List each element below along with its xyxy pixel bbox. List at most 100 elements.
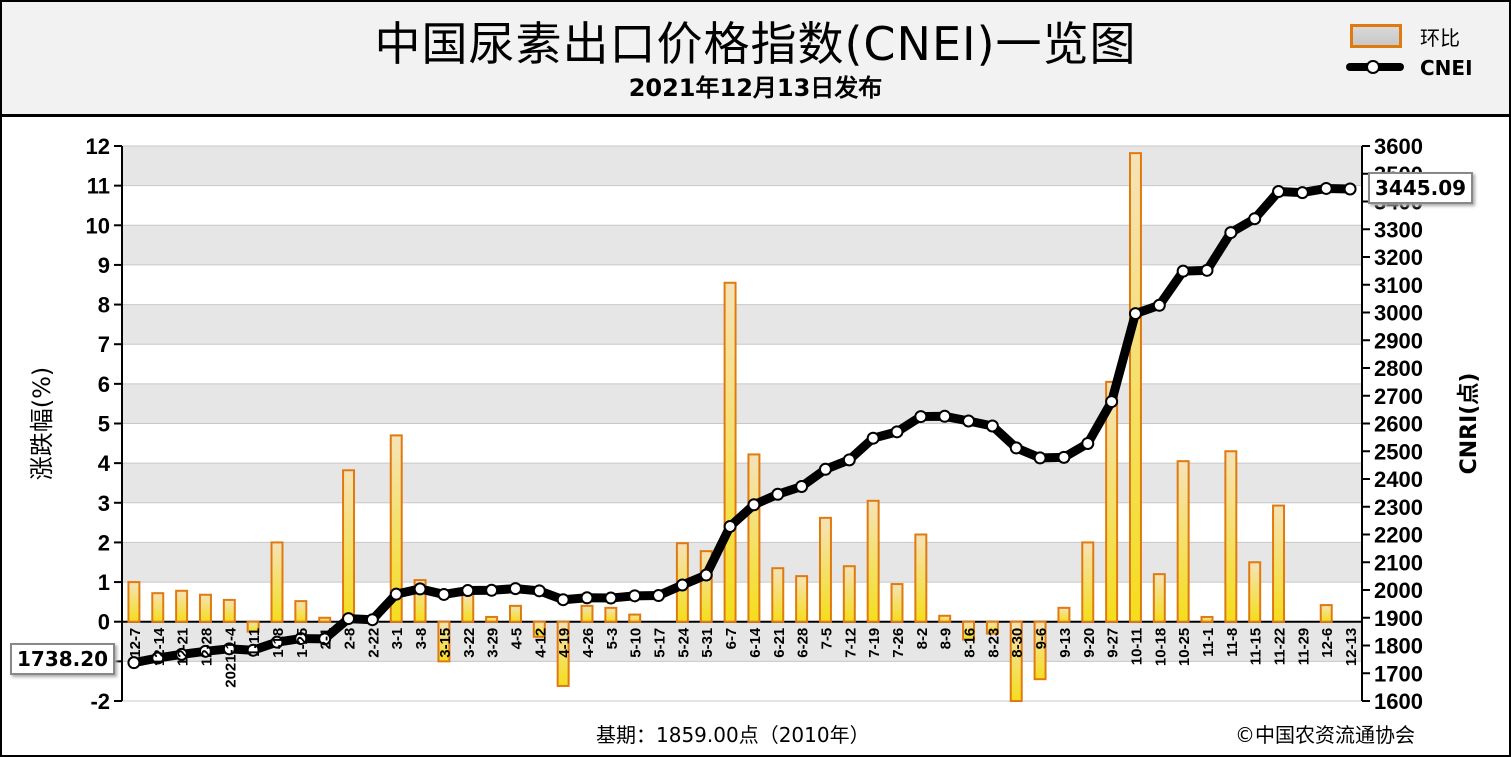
right-tick-label: 3000 [1374,301,1423,326]
x-tick-label: 7-12 [842,628,859,658]
grid-band [122,146,1362,186]
bar [938,614,952,623]
bar [532,620,546,638]
cnei-point [866,431,880,445]
cnei-point [1009,441,1023,455]
x-tick-label: 5-31 [699,628,716,658]
cnei-point [1176,264,1190,278]
bar [628,613,642,623]
left-tick-label: 8 [98,293,110,318]
bar [508,604,522,623]
cnei-point [1152,298,1166,312]
bar [222,598,236,623]
x-tick-label: 12-7 [127,628,144,658]
bar [318,616,332,623]
bar [723,281,737,623]
x-tick-label: 6-28 [795,628,812,658]
bar [556,620,570,687]
bar [342,469,356,623]
right-tick-label: 2300 [1374,495,1423,520]
chart-subtitle: 2021年12月13日发布 [628,74,883,102]
left-tick-label: 12 [86,134,110,159]
right-tick-label: 3100 [1374,273,1423,298]
cnei-point [532,584,546,598]
grid-band [122,463,1362,503]
x-tick-label: 7-26 [890,628,907,658]
left-tick-label: 1 [98,570,110,595]
x-tick-label: 7-19 [866,628,883,658]
right-tick-label: 3600 [1374,134,1423,159]
x-tick-label: 2-8 [342,628,359,650]
cnei-point [628,589,642,603]
cnei-point [222,642,236,656]
cnei-point [1295,186,1309,200]
bar [985,620,999,635]
x-tick-label: 5-24 [675,627,692,658]
bar [914,533,928,623]
right-tick-label: 3300 [1374,217,1423,242]
right-tick-label: 2100 [1374,550,1423,575]
cnei-point [699,568,713,582]
x-tick-label: 6-21 [771,628,788,658]
x-tick-label: 8-16 [962,628,979,658]
bar [1248,561,1262,623]
cnei-point [890,425,904,439]
cnei-point [1319,181,1333,195]
right-tick-label: 1700 [1374,661,1423,686]
x-tick-label: 12-28 [198,628,215,666]
bar [795,575,809,623]
cnei-point [914,410,928,424]
right-tick-label: 3200 [1374,245,1423,270]
bar [1200,615,1214,623]
bar [1009,620,1023,703]
cnei-point [389,587,403,601]
cnei-point [413,582,427,596]
right-tick-label: 1900 [1374,606,1423,631]
bar [1081,541,1095,623]
bar [747,453,761,623]
chart-header [2,2,1509,117]
bar [389,434,403,623]
bar [246,620,260,633]
right-tick-label: 2500 [1374,439,1423,464]
bar [1105,380,1119,623]
cnei-point [1200,263,1214,277]
x-tick-label: 10-18 [1152,628,1169,666]
cnei-point [175,647,189,661]
cnei-point [1128,307,1142,321]
right-tick-label: 2400 [1374,467,1423,492]
x-tick-label: 3-22 [461,628,478,658]
right-tick-label: 2800 [1374,356,1423,381]
left-tick-label: 9 [98,253,110,278]
x-tick-label: 12-14 [151,627,168,666]
x-tick-label: 3-15 [437,628,454,658]
x-tick-label: 5-10 [628,628,645,658]
cnei-point [437,587,451,601]
right-tick-label: 1800 [1374,634,1423,659]
x-tick-label: 7-5 [818,628,835,650]
bar [151,592,165,623]
cnei-point [1105,395,1119,409]
x-tick-label: 2021-1-4 [222,627,239,688]
cnei-point [723,519,737,533]
x-tick-label: 8-23 [985,628,1002,658]
left-tick-label: 11 [87,174,110,199]
bar [771,567,785,623]
cnei-point [1343,182,1357,196]
bar [485,615,499,623]
grid-band [122,383,1362,424]
x-tick-label: 12-13 [1343,628,1360,666]
bar [699,550,713,623]
bar [198,593,212,623]
left-tick-label: 2 [98,530,110,555]
right-tick-label: 2000 [1374,578,1423,603]
cnei-point [580,591,594,605]
cnei-point [1248,212,1262,226]
cnei-point [294,632,308,646]
cnei-point [747,498,761,512]
cnei-point [1224,226,1238,240]
cnei-point [246,643,260,657]
cnei-point [771,487,785,501]
left-axis-title: 涨跌幅(%) [28,367,56,481]
cnei-point [938,409,952,423]
